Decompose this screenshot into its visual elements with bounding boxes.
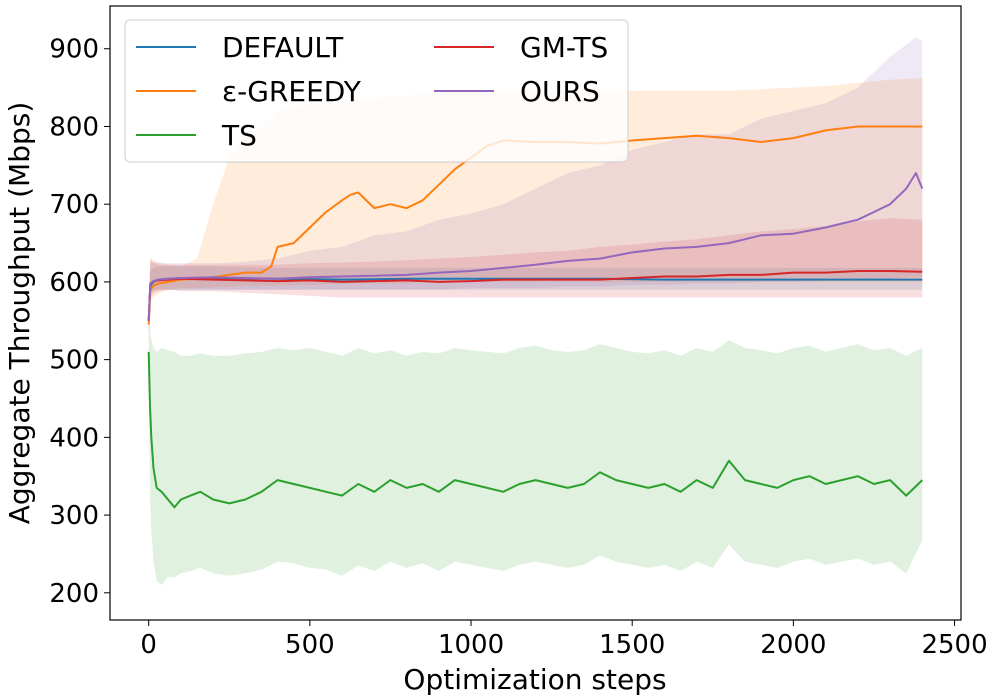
ts-line <box>147 351 923 509</box>
series-lines <box>147 125 924 509</box>
y-tick-label: 700 <box>49 190 99 220</box>
legend-label-default: DEFAULT <box>222 31 344 64</box>
y-axis-title: Aggregate Throughput (Mbps) <box>3 102 36 525</box>
x-tick-label: 1500 <box>599 630 665 660</box>
x-tick-label: 0 <box>140 630 157 660</box>
ts-band <box>148 313 923 585</box>
y-tick-label: 200 <box>49 579 99 609</box>
legend-label-ours: OURS <box>520 75 600 108</box>
x-tick-label: 500 <box>285 630 335 660</box>
legend-label-gm-ts: GM-TS <box>520 31 608 64</box>
plot-frame <box>109 5 962 621</box>
y-tick-label: 800 <box>49 112 99 142</box>
x-tick-label: 2000 <box>760 630 826 660</box>
y-tick-label: 400 <box>49 423 99 453</box>
y-tick-label: 300 <box>49 501 99 531</box>
y-tick-label: 900 <box>49 35 99 65</box>
legend: DEFAULT ε-GREEDY TS GM-TS OURS <box>124 19 629 163</box>
ours-line <box>147 172 924 321</box>
x-axis-title: Optimization steps <box>403 663 666 696</box>
gm-ts-band <box>148 218 923 333</box>
ours-band <box>148 37 923 333</box>
x-axis: 0 500 1000 1500 2000 2500 <box>140 620 988 660</box>
y-tick-label: 500 <box>49 346 99 376</box>
x-tick-label: 1000 <box>438 630 504 660</box>
x-tick-label: 2500 <box>921 630 987 660</box>
legend-frame <box>124 19 629 163</box>
legend-label-greedy: ε-GREEDY <box>222 75 362 108</box>
y-axis: 200 300 400 500 600 700 800 900 <box>49 35 110 609</box>
y-tick-label: 600 <box>49 268 99 298</box>
legend-label-ts: TS <box>221 119 257 152</box>
